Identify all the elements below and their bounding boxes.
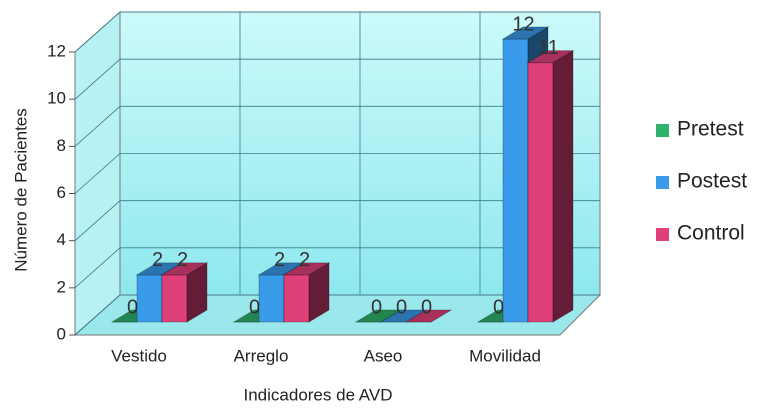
y-tick-label: 8 — [57, 136, 66, 155]
bar-face — [502, 38, 529, 323]
data-label: 11 — [538, 37, 559, 59]
grid-line — [74, 106, 121, 147]
bar-face — [308, 261, 330, 323]
data-label: 2 — [274, 249, 285, 271]
legend-swatch — [656, 124, 669, 137]
bar-face — [258, 274, 285, 323]
bar — [160, 261, 209, 323]
data-label: 0 — [371, 296, 382, 318]
y-tick-label: 10 — [47, 89, 66, 108]
x-tick-label: Arreglo — [234, 346, 289, 365]
grid-line — [74, 11, 121, 53]
y-axis-label: Número de Pacientes — [11, 108, 30, 271]
grid-line — [74, 294, 121, 336]
legend-label: Postest — [677, 170, 747, 193]
bar-face — [282, 262, 331, 276]
grid-line — [74, 200, 121, 241]
data-label: 0 — [127, 296, 138, 318]
bar-face — [527, 62, 554, 323]
legend-swatch — [656, 176, 669, 189]
bar — [282, 261, 331, 323]
grid-line — [74, 153, 121, 194]
data-label: 2 — [177, 249, 188, 271]
y-tick-label: 6 — [57, 183, 66, 202]
bar-face — [501, 26, 550, 40]
bar-face — [283, 274, 310, 323]
grid-line — [74, 247, 121, 289]
y-tick-label: 4 — [57, 230, 66, 249]
bar-face — [161, 274, 188, 323]
bar-face — [404, 309, 453, 323]
bar-face — [526, 50, 575, 64]
data-label: 12 — [512, 13, 534, 35]
bar-face — [160, 262, 209, 276]
x-axis-label: Indicadores de AVD — [244, 385, 393, 404]
legend-label: Control — [677, 222, 745, 245]
y-tick-label: 0 — [57, 324, 66, 343]
data-label: 0 — [249, 296, 260, 318]
data-label: 2 — [299, 249, 310, 271]
x-tick-label: Vestido — [111, 346, 167, 365]
y-tick-label: 12 — [47, 41, 66, 60]
y-tick-label: 2 — [57, 277, 66, 296]
data-label: 0 — [421, 296, 432, 318]
legend-label: Pretest — [677, 118, 744, 141]
bar — [404, 309, 453, 323]
data-label: 0 — [493, 296, 504, 318]
bar — [526, 49, 575, 323]
x-tick-label: Movilidad — [469, 346, 541, 365]
x-tick-label: Aseo — [364, 346, 403, 365]
data-label: 2 — [152, 249, 163, 271]
bar-face — [136, 274, 163, 323]
grid-line — [74, 58, 121, 100]
legend-swatch — [656, 228, 669, 241]
data-label: 0 — [396, 296, 407, 318]
bar-face — [552, 49, 574, 323]
